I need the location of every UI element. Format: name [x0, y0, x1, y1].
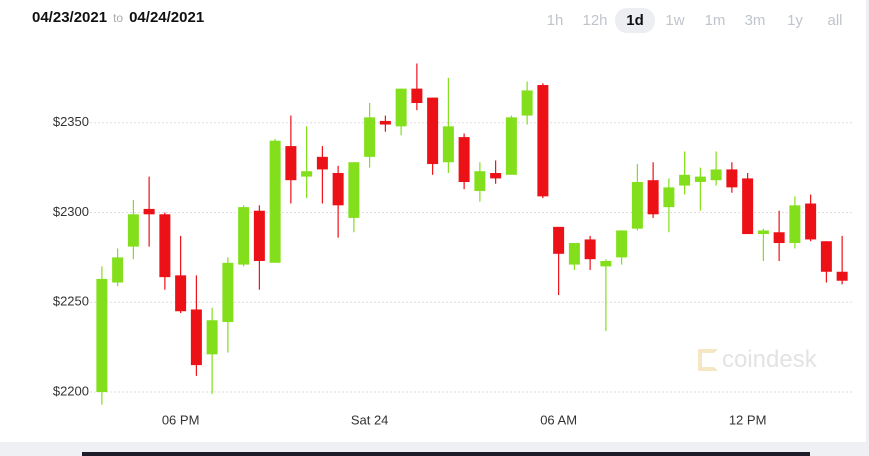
date-to: 04/24/2021	[129, 9, 205, 26]
candle-body	[112, 257, 124, 283]
candle-body	[96, 278, 108, 393]
candle-body	[379, 120, 391, 125]
candle-body	[600, 260, 612, 267]
candle-body	[127, 214, 139, 247]
candle-body	[773, 232, 785, 244]
candle-body	[222, 262, 234, 323]
candle-body	[143, 208, 155, 215]
candle-body	[710, 169, 722, 181]
range-button[interactable]: all	[827, 12, 843, 29]
candle-body	[726, 169, 738, 188]
candle-body	[521, 90, 533, 116]
candle-body	[805, 203, 817, 240]
candle-body	[411, 88, 423, 103]
watermark: coindesk	[698, 346, 817, 374]
x-tick-label: 06 PM	[162, 412, 200, 427]
x-tick-label: 12 PM	[729, 412, 767, 427]
watermark-logo	[698, 349, 718, 371]
candle-body	[820, 241, 832, 272]
bottom-strip	[82, 452, 810, 456]
y-tick-label: $2250	[53, 294, 89, 309]
candle-body	[206, 320, 218, 355]
candle-body	[584, 239, 596, 260]
candle-body	[301, 171, 313, 177]
date-separator: to	[113, 11, 124, 25]
candle-body	[537, 85, 549, 197]
candle-body	[269, 140, 281, 263]
range-button[interactable]: 1d	[615, 8, 655, 33]
candle-body	[490, 173, 502, 179]
candle-body	[742, 178, 754, 235]
range-selector: 1h 12h 1d 1w 1m 3m 1y all	[535, 8, 855, 33]
range-button[interactable]: 12h	[582, 12, 608, 29]
chart-card	[0, 0, 866, 442]
candle-body	[332, 173, 344, 206]
candle-body	[505, 117, 517, 175]
candle-body	[427, 97, 439, 165]
candle-body	[364, 117, 376, 157]
candle-body	[679, 174, 691, 186]
watermark-text: coindesk	[722, 346, 817, 373]
candle-body	[789, 205, 801, 244]
candle-body	[175, 275, 187, 312]
candle-body	[647, 180, 659, 215]
candle-body	[553, 226, 565, 254]
y-tick-label: $2300	[53, 204, 89, 219]
candle-body	[616, 230, 628, 258]
range-button[interactable]: 3m	[744, 12, 766, 29]
candle-body	[458, 137, 470, 182]
candle-body	[285, 146, 297, 181]
range-button[interactable]: 1w	[665, 12, 685, 29]
candle-body	[757, 230, 769, 235]
date-from: 04/23/2021	[32, 9, 108, 26]
range-button[interactable]: 1h	[546, 12, 564, 29]
candle-body	[316, 156, 328, 170]
candle-body	[395, 88, 407, 127]
candle-body	[631, 181, 643, 229]
candle-body	[190, 309, 202, 366]
x-tick-label: 06 AM	[540, 412, 577, 427]
candle-body	[238, 207, 250, 265]
range-button[interactable]: 1y	[787, 12, 803, 29]
candle-body	[568, 243, 580, 265]
candle-body	[836, 271, 848, 281]
candle-body	[348, 162, 360, 218]
y-tick-label: $2200	[53, 383, 89, 398]
date-range: 04/23/2021 to 04/24/2021	[32, 9, 204, 26]
candle-body	[663, 187, 675, 208]
candle-body	[474, 171, 486, 191]
range-button[interactable]: 1m	[704, 12, 726, 29]
candle-body	[253, 210, 265, 261]
candle-body	[442, 126, 454, 163]
y-tick-label: $2350	[53, 114, 89, 129]
x-tick-label: Sat 24	[351, 412, 389, 427]
chart: $2200 $2250 $2300 $2350 06 PM Sat 24 06 AM 12 P…	[53, 63, 852, 427]
candle-body	[159, 214, 171, 278]
candle-body	[694, 176, 706, 182]
